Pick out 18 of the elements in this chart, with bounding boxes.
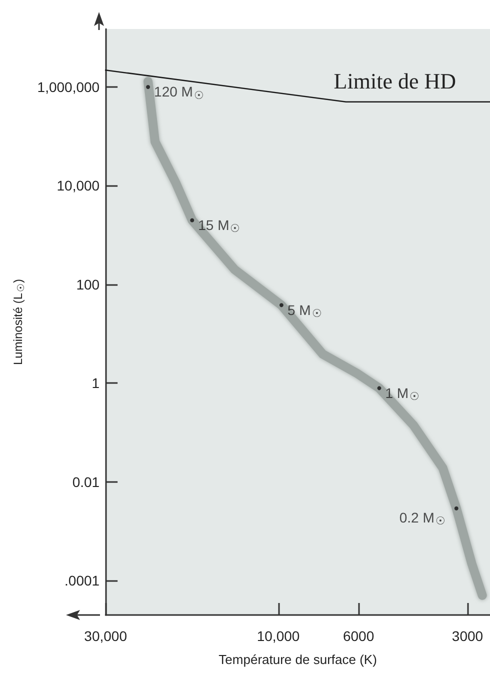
y-tick-label: 1 [92, 375, 100, 392]
y-tick-label: 0.01 [72, 474, 100, 490]
annotation: 5 M☉ [287, 302, 322, 320]
annotation: 120 M☉ [154, 84, 204, 102]
y-tick-label: 100 [76, 276, 100, 292]
annotation: 0.2 M☉ [399, 509, 446, 528]
annotation: Limite de HD [334, 68, 456, 94]
y-axis-title: Luminosité (L☉) [11, 278, 27, 366]
y-tick-label: 1,000,000 [37, 79, 100, 96]
annotation: 15 M☉ [198, 216, 240, 236]
y-tick-label: 10,000 [56, 178, 100, 194]
x-tick-label: 3000 [452, 628, 484, 644]
annotation: 1 M☉ [385, 384, 420, 404]
x-tick-label: 6000 [342, 628, 374, 644]
x-tick-label: 30,000 [84, 628, 128, 644]
x-axis-title: Température de surface (K) [218, 652, 377, 667]
y-tick-label: .0001 [64, 572, 100, 589]
x-tick-label: 10,000 [256, 628, 300, 644]
